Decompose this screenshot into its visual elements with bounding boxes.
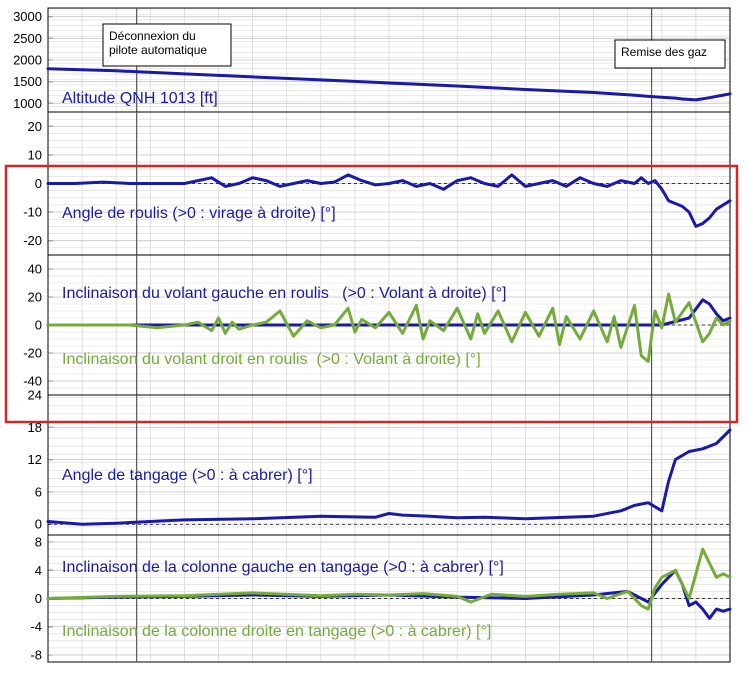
- series-line-blue: [46, 173, 732, 228]
- y-tick-label: 2500: [13, 31, 42, 46]
- highlight-box: [4, 164, 739, 424]
- y-tick-label: 10: [28, 147, 42, 162]
- series-line-blue: [46, 67, 732, 102]
- y-tick-label: 8: [35, 535, 42, 550]
- y-tick-label: 2000: [13, 53, 42, 68]
- series-line-blue: [46, 298, 732, 327]
- y-tick-label: 3000: [13, 9, 42, 24]
- y-tick-label: -40: [23, 374, 42, 389]
- series-line-blue: [46, 568, 732, 620]
- series-line-blue: [46, 428, 732, 526]
- y-tick-label: 18: [28, 420, 42, 435]
- annotation-text: pilote automatique: [109, 43, 207, 57]
- y-tick-label: -20: [23, 233, 42, 248]
- y-tick-label: 40: [28, 262, 42, 277]
- y-tick-label: 0: [35, 176, 42, 191]
- y-tick-label: -8: [30, 647, 42, 662]
- y-tick-label: 0: [35, 318, 42, 333]
- panel-5: -8 -4 0 4 8 Inclinaison de la colonne gauche …: [30, 534, 732, 663]
- panel-1: 1000 1500 2000 2500 3000 Altitude QNH 1013 [f…: [13, 7, 732, 113]
- y-tick-label: 0: [35, 517, 42, 532]
- series-label: Angle de roulis (>0 : virage à droite) […: [62, 205, 336, 222]
- series-label: Inclinaison de la colonne gauche en tang…: [62, 559, 504, 576]
- series-label: Inclinaison du volant gauche en roulis (…: [62, 285, 506, 302]
- series-label: Inclinaison du volant droit en roulis (>…: [62, 351, 481, 368]
- panel-2: -20 -10 0 10 20 Angle de roulis (>0 : virage …: [23, 111, 732, 256]
- annotation-text: Déconnexion du: [109, 29, 196, 43]
- y-tick-label: 0: [35, 591, 42, 606]
- series-line-green: [46, 547, 732, 611]
- y-tick-label: -4: [30, 619, 42, 634]
- annotation-text: Remise des gaz: [621, 45, 707, 59]
- y-tick-label: 20: [28, 119, 42, 134]
- series-label: Angle de tangage (>0 : à cabrer) [°]: [62, 467, 313, 484]
- y-tick-label: 12: [28, 452, 42, 467]
- y-tick-label: 20: [28, 290, 42, 305]
- y-tick-label: 4: [35, 563, 42, 578]
- series-line-green: [46, 292, 732, 363]
- series-label: Altitude QNH 1013 [ft]: [62, 90, 218, 107]
- y-tick-label: -10: [23, 205, 42, 220]
- y-tick-label: 1500: [13, 74, 42, 89]
- y-tick-label: 1000: [13, 96, 42, 111]
- panel-4: 0 6 12 18 24 Angle de tangage (>0 : à cabrer)…: [28, 388, 732, 536]
- y-tick-label: -20: [23, 346, 42, 361]
- go-around-annotation: Remise des gaz: [614, 39, 726, 69]
- y-tick-label: 6: [35, 484, 42, 499]
- panel-3: -40 -20 0 20 40 Inclinaison du volant gauche …: [23, 254, 732, 396]
- series-label: Inclinaison de la colonne droite en tang…: [62, 623, 491, 640]
- y-tick-label: 24: [28, 388, 42, 403]
